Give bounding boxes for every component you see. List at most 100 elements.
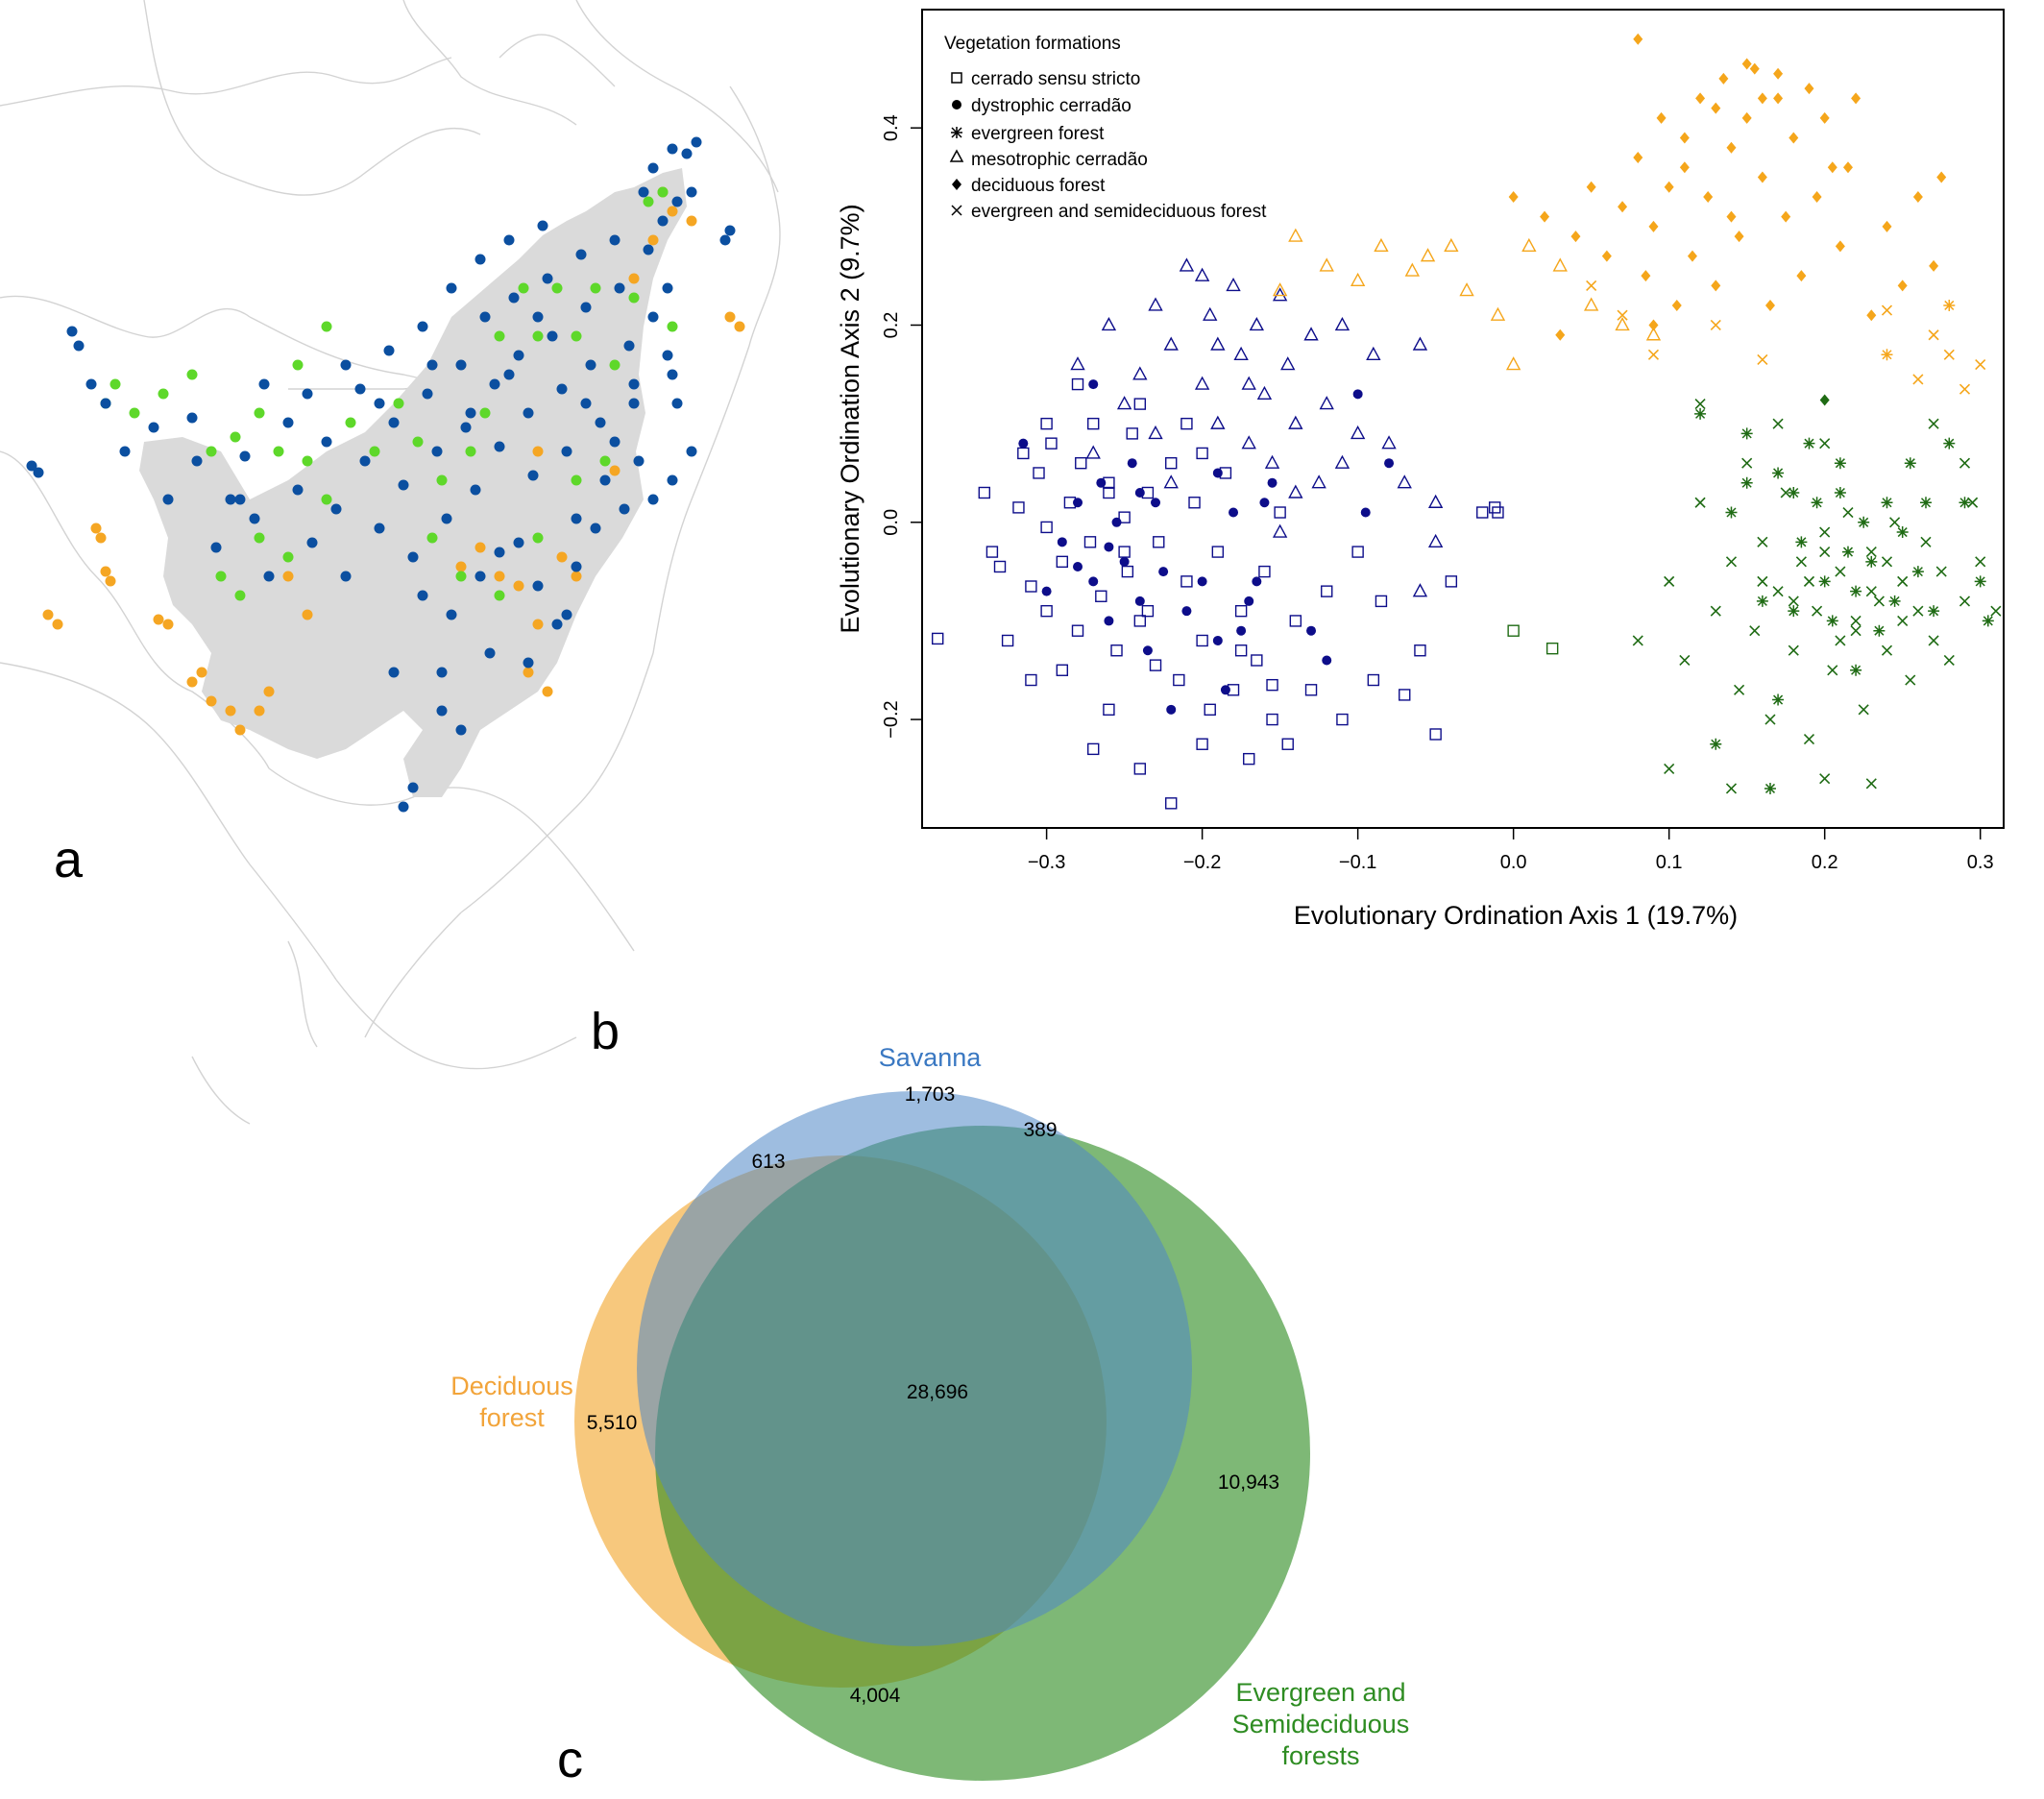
point-filled-diamond bbox=[1796, 270, 1807, 282]
point-cross bbox=[1912, 374, 1924, 385]
point-filled-circle bbox=[1267, 477, 1278, 488]
map-site-blue bbox=[455, 724, 467, 736]
point-filled-diamond bbox=[1648, 319, 1659, 331]
map-site-blue bbox=[340, 359, 352, 371]
map-site-orange bbox=[302, 609, 313, 620]
point-filled-diamond bbox=[1641, 270, 1651, 282]
point-asterisk bbox=[1826, 615, 1838, 627]
map-site-blue bbox=[417, 321, 428, 332]
point-cross bbox=[1819, 526, 1831, 538]
point-cross bbox=[1881, 644, 1893, 656]
map-site-blue bbox=[503, 369, 515, 380]
map-site-orange bbox=[474, 542, 486, 553]
point-open-triangle bbox=[1272, 287, 1288, 302]
point-filled-circle bbox=[1096, 477, 1107, 488]
map-site-blue bbox=[431, 446, 443, 457]
map-site-orange bbox=[571, 571, 582, 582]
point-open-square bbox=[1375, 595, 1388, 608]
point-cross bbox=[1897, 575, 1909, 587]
point-open-triangle bbox=[1350, 425, 1366, 440]
legend-label: cerrado sensu stricto bbox=[971, 69, 1140, 89]
point-filled-diamond bbox=[1570, 231, 1581, 243]
point-filled-circle bbox=[1119, 556, 1130, 567]
point-cross bbox=[1772, 418, 1784, 429]
point-open-triangle bbox=[1179, 257, 1195, 272]
map-site-orange bbox=[647, 234, 659, 246]
map-site-orange bbox=[90, 523, 102, 534]
point-asterisk bbox=[1795, 536, 1808, 548]
map-site-blue bbox=[527, 470, 539, 481]
point-filled-circle bbox=[1236, 625, 1247, 636]
point-cross bbox=[1725, 556, 1738, 568]
map-site-blue bbox=[671, 196, 683, 207]
point-open-square bbox=[1118, 511, 1131, 523]
map-site-blue bbox=[479, 311, 491, 323]
map-site-blue bbox=[489, 378, 500, 390]
point-asterisk bbox=[1865, 555, 1878, 568]
point-open-triangle bbox=[1264, 454, 1280, 469]
point-filled-diamond bbox=[1835, 240, 1845, 253]
point-open-square bbox=[1243, 752, 1255, 766]
point-cross bbox=[1842, 506, 1854, 519]
point-filled-diamond bbox=[1741, 111, 1752, 124]
point-asterisk bbox=[1772, 467, 1785, 479]
point-open-square bbox=[1126, 427, 1138, 440]
scatter-points bbox=[932, 33, 2002, 810]
point-filled-diamond bbox=[1897, 280, 1908, 292]
point-open-triangle bbox=[1319, 257, 1334, 272]
y-tick-label: 0.2 bbox=[881, 312, 902, 339]
point-filled-diamond bbox=[1508, 191, 1519, 204]
map-site-blue bbox=[667, 143, 678, 155]
point-open-square bbox=[1196, 738, 1208, 750]
point-asterisk bbox=[1919, 497, 1932, 509]
map-site-blue bbox=[148, 422, 159, 433]
series-open-triangle bbox=[1070, 257, 1444, 597]
point-open-square bbox=[1103, 703, 1115, 717]
map-site-orange bbox=[282, 571, 294, 582]
point-open-triangle bbox=[1583, 297, 1599, 311]
point-cross bbox=[1975, 556, 1986, 568]
point-open-triangle bbox=[1116, 396, 1132, 410]
point-cross bbox=[1928, 329, 1939, 341]
point-filled-circle bbox=[1073, 498, 1083, 508]
point-filled-diamond bbox=[1851, 92, 1862, 105]
map-site-blue bbox=[85, 378, 97, 390]
point-filled-diamond bbox=[1773, 92, 1784, 105]
point-open-square bbox=[1149, 659, 1162, 671]
point-open-square bbox=[1017, 447, 1030, 460]
point-open-square bbox=[1133, 615, 1147, 627]
map-site-blue bbox=[258, 378, 270, 390]
legend-item-dystrophic: dystrophic cerradão bbox=[952, 96, 1132, 116]
point-open-triangle bbox=[1427, 494, 1444, 508]
point-open-square bbox=[1251, 654, 1263, 667]
map-site-blue bbox=[671, 398, 683, 409]
map-site-green bbox=[465, 446, 476, 457]
map-site-blue bbox=[383, 345, 395, 356]
point-asterisk bbox=[1881, 497, 1893, 509]
point-asterisk bbox=[1943, 299, 1956, 311]
point-open-square bbox=[1110, 644, 1123, 657]
map-site-blue bbox=[465, 407, 476, 419]
point-filled-circle bbox=[1252, 576, 1262, 587]
point-filled-diamond bbox=[1827, 161, 1837, 174]
map-site-blue bbox=[686, 446, 697, 457]
point-cross bbox=[1757, 353, 1768, 365]
map-site-green bbox=[129, 407, 140, 419]
legend-item-semideciduous: evergreen and semideciduous forest bbox=[951, 202, 1267, 222]
point-filled-diamond bbox=[1726, 141, 1737, 154]
point-open-triangle bbox=[1163, 474, 1179, 489]
point-cross bbox=[1780, 487, 1791, 498]
point-open-triangle bbox=[1366, 346, 1381, 360]
point-filled-circle bbox=[1229, 507, 1239, 518]
series-open-square bbox=[932, 377, 1504, 810]
point-filled-circle bbox=[1220, 685, 1230, 695]
map-site-blue bbox=[302, 388, 313, 400]
point-asterisk bbox=[1756, 595, 1768, 607]
map-site-blue bbox=[532, 311, 544, 323]
map-site-blue bbox=[647, 311, 659, 323]
map-site-green bbox=[667, 321, 678, 332]
point-open-triangle bbox=[1249, 317, 1265, 331]
point-cross bbox=[1819, 773, 1831, 785]
point-filled-diamond bbox=[1586, 181, 1596, 193]
map-site-orange bbox=[206, 695, 217, 707]
